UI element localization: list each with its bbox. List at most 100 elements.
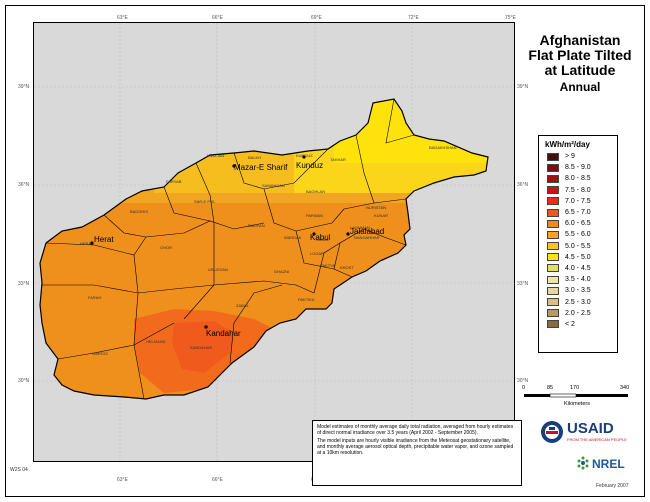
lon-tick-75-top: 75°E xyxy=(505,15,516,21)
lat-tick-36-right: 36°N xyxy=(517,182,529,188)
legend-swatch xyxy=(547,197,559,206)
scale-tick-85: 85 xyxy=(547,385,554,391)
legend-item: 4.0 - 4.5 xyxy=(539,263,617,274)
province-label: NANGARHAR xyxy=(354,235,380,240)
herat-label: Herat xyxy=(94,235,114,244)
lon-tick-69-top: 69°E xyxy=(311,15,322,21)
province-label: BAMYAN xyxy=(248,223,265,228)
province-label: PAKTIKA xyxy=(298,297,315,302)
legend-item: 2.5 - 3.0 xyxy=(539,296,617,307)
legend-label: 5.0 - 5.5 xyxy=(565,242,591,250)
province-label: URUZGAN xyxy=(208,267,228,272)
map-title: Afghanistan Flat Plate Tilted at Latitud… xyxy=(515,33,645,95)
scale-tick-170: 170 xyxy=(570,385,580,391)
title-line-3: at Latitude xyxy=(544,62,616,78)
title-period: Annual xyxy=(559,80,601,94)
legend-item: 5.0 - 5.5 xyxy=(539,241,617,252)
province-label: HERAT xyxy=(80,241,94,246)
legend-label: 5.5 - 6.0 xyxy=(565,231,591,239)
legend-item: 3.0 - 3.5 xyxy=(539,285,617,296)
province-label: SAR-E POL xyxy=(194,199,216,204)
usaid-logo: USAID FROM THE AMERICAN PEOPLE xyxy=(540,418,640,446)
legend-label: 7.0 - 7.5 xyxy=(565,197,591,205)
kabul-marker xyxy=(312,232,316,236)
province-label: FARYAB xyxy=(166,179,182,184)
legend-item: 6.0 - 6.5 xyxy=(539,218,617,229)
province-label: PARWAN xyxy=(306,213,323,218)
province-label: LOGAR xyxy=(310,251,324,256)
kabul-label: Kabul xyxy=(310,233,331,242)
legend-item: > 9 xyxy=(539,151,617,162)
province-label: NIMROZ xyxy=(92,351,108,356)
legend-label: < 2 xyxy=(565,320,575,328)
legend-item: 3.5 - 4.0 xyxy=(539,274,617,285)
legend-swatch xyxy=(547,253,559,262)
legend-label: 8.5 - 9.0 xyxy=(565,164,591,172)
legend-label: 3.0 - 3.5 xyxy=(565,287,591,295)
legend-item: 2.0 - 2.5 xyxy=(539,308,617,319)
lon-tick-72-top: 72°E xyxy=(408,15,419,21)
legend-swatch xyxy=(547,298,559,307)
scale-bar: 0 85 170 340 Kilometers xyxy=(522,385,632,415)
methodology-notes: Model estimates of monthly average daily… xyxy=(312,420,522,486)
lat-tick-36-left: 36°N xyxy=(18,182,30,188)
legend-label: > 9 xyxy=(565,153,575,161)
mazar-marker xyxy=(232,164,236,168)
legend-item: 6.5 - 7.0 xyxy=(539,207,617,218)
herat-marker xyxy=(90,241,94,245)
lat-tick-30-left: 30°N xyxy=(18,378,30,384)
province-label: ZABUL xyxy=(236,303,250,308)
province-label: TAKHAR xyxy=(330,157,346,162)
lat-tick-33-left: 33°N xyxy=(18,281,30,287)
usaid-tagline: FROM THE AMERICAN PEOPLE xyxy=(567,437,627,442)
legend-item: < 2 xyxy=(539,319,617,330)
jalalabad-label: Jalalabad xyxy=(350,227,385,236)
province-label: BADAKHSHAN xyxy=(429,145,457,150)
map-frame xyxy=(5,5,645,497)
scale-tick-0: 0 xyxy=(522,385,526,391)
afghanistan-map: BADAKHSHAN JAWZJAN BALKH KUNDUZ TAKHAR F… xyxy=(34,23,514,461)
lat-tick-39-right: 39°N xyxy=(517,84,529,90)
lon-tick-63-top: 63°E xyxy=(117,15,128,21)
legend-swatch xyxy=(547,320,559,329)
legend-item: 7.0 - 7.5 xyxy=(539,196,617,207)
mazar-label: Mazar-E Sharif xyxy=(234,163,288,172)
jalalabad-marker xyxy=(346,232,350,236)
province-label: HELMAND xyxy=(146,339,166,344)
lat-tick-33-right: 33°N xyxy=(517,281,529,287)
legend-label: 4.5 - 5.0 xyxy=(565,253,591,261)
lon-tick-66-top: 66°E xyxy=(212,15,223,21)
note-paragraph-2: The model inputs are hourly visible irra… xyxy=(317,437,514,457)
province-label: FARAH xyxy=(88,295,101,300)
legend-label: 4.0 - 4.5 xyxy=(565,264,591,272)
legend-label: 2.0 - 2.5 xyxy=(565,309,591,317)
province-label: SAMANGAN xyxy=(262,183,285,188)
legend-swatch xyxy=(547,286,559,295)
usaid-wordmark: USAID xyxy=(567,420,614,437)
province-label: BADGHIS xyxy=(130,209,148,214)
province-label: KUNDUZ xyxy=(296,153,313,158)
nrel-mark-icon xyxy=(577,456,589,470)
note-paragraph-1: Model estimates of monthly average daily… xyxy=(317,424,514,437)
lat-tick-30-right: 30°N xyxy=(517,378,529,384)
kandahar-marker xyxy=(204,325,208,329)
map-date: February 2007 xyxy=(596,483,629,489)
kandahar-label: Kandahar xyxy=(206,329,241,338)
province-label: BAGHLAN xyxy=(306,189,325,194)
map-area[interactable]: BADAKHSHAN JAWZJAN BALKH KUNDUZ TAKHAR F… xyxy=(33,22,515,462)
legend-swatch xyxy=(547,275,559,284)
province-label: GHOR xyxy=(160,245,172,250)
nrel-wordmark: NREL xyxy=(592,457,625,471)
province-label: GHAZNI xyxy=(274,269,289,274)
province-label: PAKTYA xyxy=(320,263,336,268)
legend-swatch xyxy=(547,219,559,228)
legend-label: 3.5 - 4.0 xyxy=(565,276,591,284)
legend-swatch xyxy=(547,174,559,183)
legend-item: 4.5 - 5.0 xyxy=(539,252,617,263)
legend-swatch xyxy=(547,163,559,172)
legend-label: 2.5 - 3.0 xyxy=(565,298,591,306)
province-label: LAGHMAN xyxy=(350,225,370,230)
title-line-2: Flat Plate Tilted xyxy=(528,47,632,63)
province-label: JAWZJAN xyxy=(206,153,224,158)
usaid-seal-icon xyxy=(541,421,563,443)
